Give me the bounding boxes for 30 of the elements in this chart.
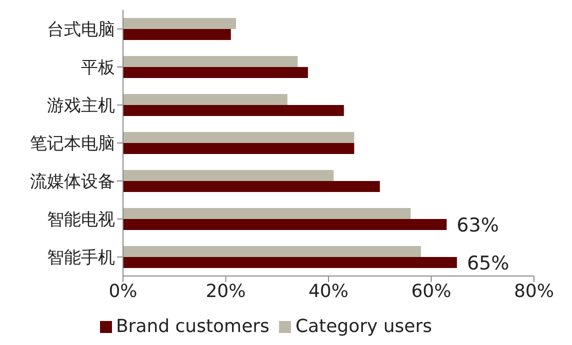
bar [123, 105, 344, 116]
bar [123, 67, 308, 78]
bar [123, 56, 298, 67]
x-tick-label: 60% [411, 280, 452, 302]
bar [123, 29, 231, 40]
x-tick-label: 40% [308, 280, 349, 302]
bar [123, 132, 354, 143]
bar [123, 246, 421, 257]
data-label: 65% [466, 252, 510, 275]
bar [123, 170, 334, 181]
bar [123, 219, 447, 230]
y-tick-label: 平板 [81, 58, 115, 78]
bar [123, 18, 236, 29]
legend-label: Brand customers [116, 316, 270, 337]
bar [123, 181, 380, 192]
x-tick-label: 20% [206, 280, 246, 302]
x-tick-label: 0% [108, 280, 138, 302]
bar [123, 94, 288, 105]
y-tick-label: 流媒体设备 [30, 172, 115, 192]
x-tick-label: 80% [514, 280, 554, 302]
bar [123, 257, 457, 268]
bar [123, 143, 354, 154]
bar [123, 208, 411, 219]
y-tick-label: 笔记本电脑 [30, 134, 115, 154]
y-tick-label: 游戏主机 [47, 96, 115, 116]
data-label: 63% [456, 214, 499, 237]
y-tick-label: 智能手机 [47, 248, 115, 268]
y-tick-label: 台式电脑 [47, 20, 115, 40]
legend-label: Category users [295, 316, 432, 337]
y-tick-label: 智能电视 [47, 210, 115, 230]
